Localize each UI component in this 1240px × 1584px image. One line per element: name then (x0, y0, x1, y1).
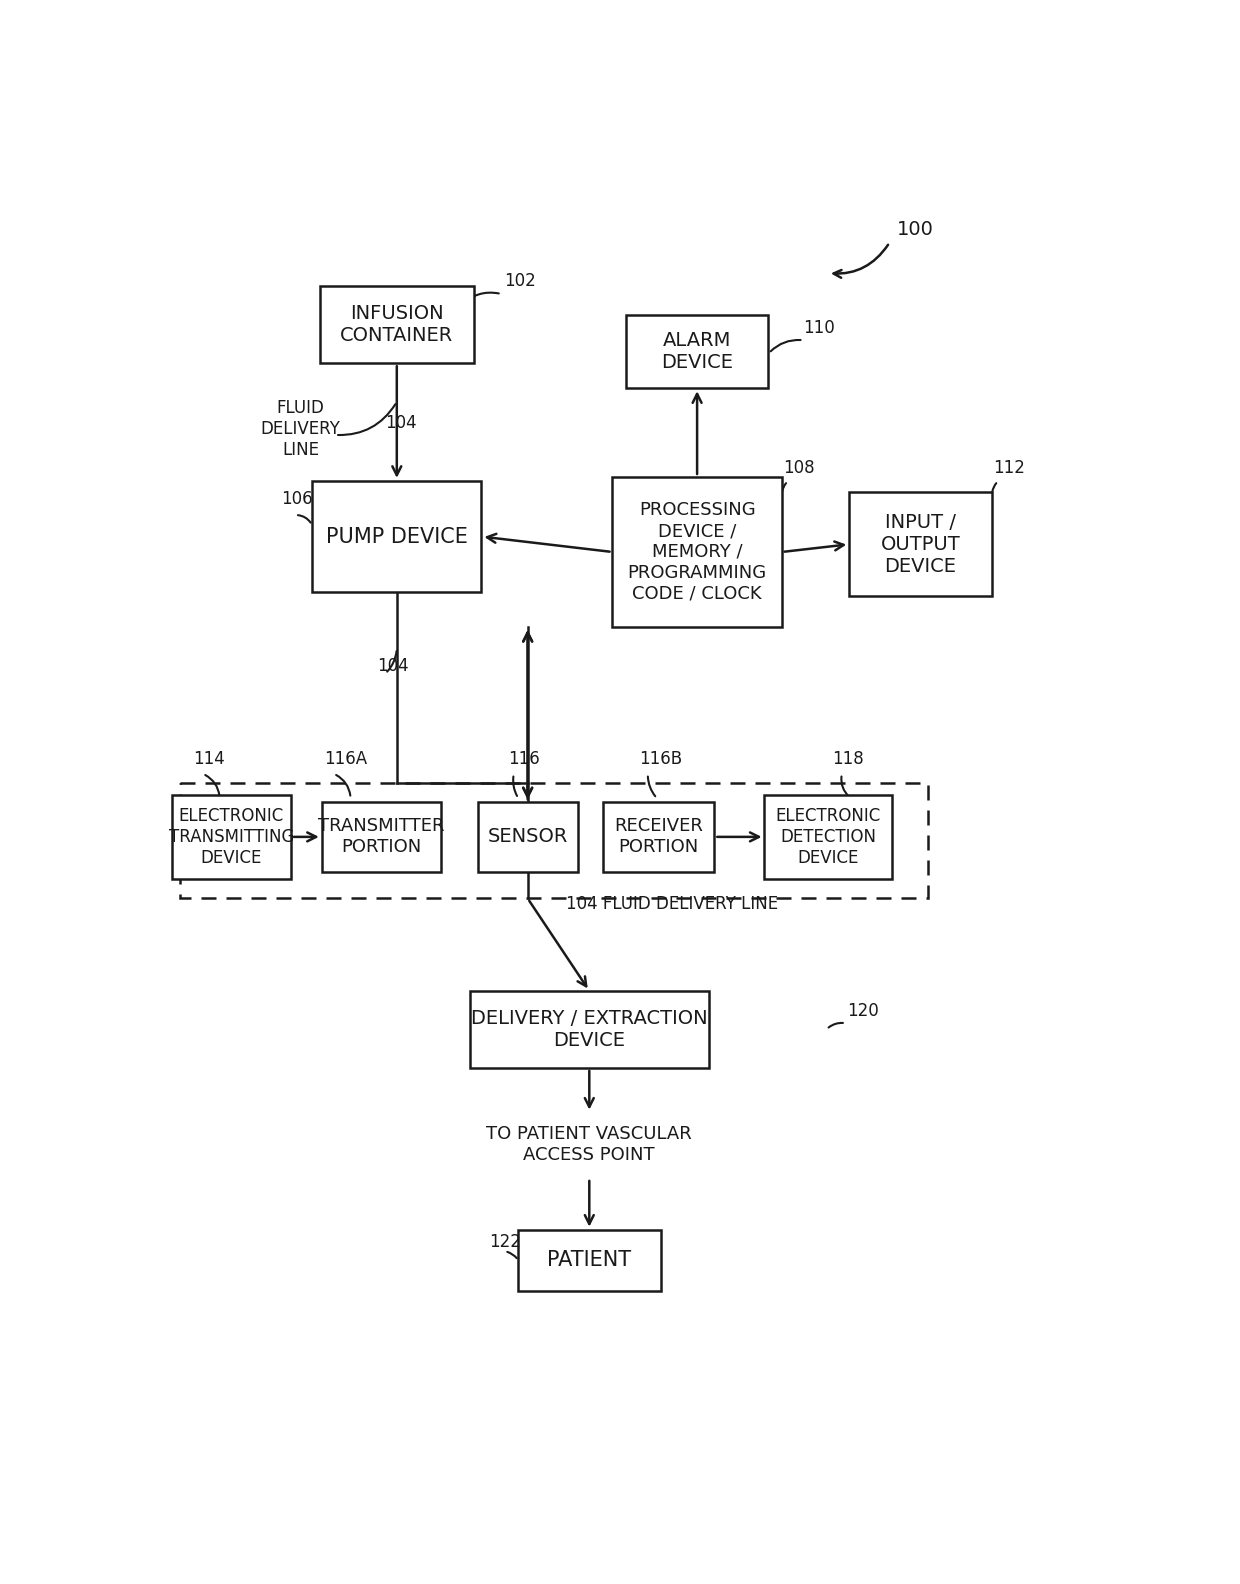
Text: RECEIVER
PORTION: RECEIVER PORTION (614, 817, 703, 857)
Text: DELIVERY / EXTRACTION
DEVICE: DELIVERY / EXTRACTION DEVICE (471, 1009, 708, 1050)
Text: 118: 118 (832, 751, 863, 768)
Bar (518, 1229, 661, 1291)
Text: FLUID
DELIVERY
LINE: FLUID DELIVERY LINE (260, 399, 341, 459)
Text: 104: 104 (386, 413, 417, 431)
Text: 104 FLUID DELIVERY LINE: 104 FLUID DELIVERY LINE (567, 895, 779, 914)
Text: ALARM
DEVICE: ALARM DEVICE (661, 331, 733, 372)
Text: 116A: 116A (324, 751, 367, 768)
Bar (180, 782, 928, 898)
Bar (470, 992, 708, 1068)
Text: 108: 108 (784, 459, 815, 477)
Text: 122: 122 (490, 1232, 521, 1250)
Bar (603, 802, 714, 871)
Text: 112: 112 (993, 459, 1025, 477)
Bar (320, 287, 474, 363)
Text: 104: 104 (377, 657, 409, 675)
Text: ELECTRONIC
DETECTION
DEVICE: ELECTRONIC DETECTION DEVICE (775, 808, 880, 866)
Text: 114: 114 (192, 751, 224, 768)
Bar (171, 795, 291, 879)
Bar (613, 477, 781, 627)
Bar (321, 802, 441, 871)
Text: 102: 102 (505, 272, 537, 290)
Text: PATIENT: PATIENT (547, 1250, 631, 1270)
Text: PROCESSING
DEVICE /
MEMORY /
PROGRAMMING
CODE / CLOCK: PROCESSING DEVICE / MEMORY / PROGRAMMING… (627, 502, 766, 602)
Text: PUMP DEVICE: PUMP DEVICE (326, 526, 467, 546)
Bar (849, 493, 992, 596)
Bar (765, 795, 892, 879)
Text: 100: 100 (898, 220, 934, 239)
Text: SENSOR: SENSOR (487, 827, 568, 846)
Text: INPUT /
OUTPUT
DEVICE: INPUT / OUTPUT DEVICE (880, 513, 960, 575)
Text: 116: 116 (508, 751, 541, 768)
Text: TRANSMITTER
PORTION: TRANSMITTER PORTION (319, 817, 445, 857)
Text: ELECTRONIC
TRANSMITTING
DEVICE: ELECTRONIC TRANSMITTING DEVICE (169, 808, 294, 866)
Text: 120: 120 (847, 1001, 879, 1020)
Text: INFUSION
CONTAINER: INFUSION CONTAINER (340, 304, 454, 345)
Text: TO PATIENT VASCULAR
ACCESS POINT: TO PATIENT VASCULAR ACCESS POINT (486, 1126, 692, 1164)
Bar (312, 482, 481, 592)
Text: 110: 110 (804, 318, 835, 336)
Text: 106: 106 (281, 489, 312, 508)
Bar (477, 802, 578, 871)
Text: 116B: 116B (640, 751, 682, 768)
Bar (626, 315, 769, 388)
